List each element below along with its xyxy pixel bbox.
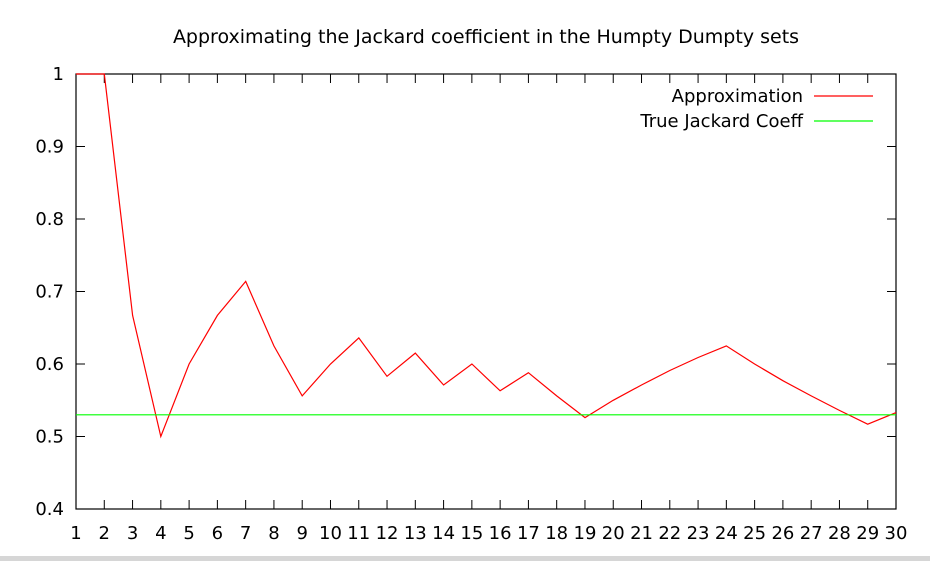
bottom-divider <box>0 556 930 561</box>
x-tick-label: 20 <box>602 523 625 544</box>
x-tick-label: 4 <box>155 523 166 544</box>
x-tick-label: 6 <box>212 523 223 544</box>
x-tick-label: 11 <box>347 523 370 544</box>
x-tick-label: 24 <box>715 523 738 544</box>
x-tick-label: 5 <box>183 523 194 544</box>
x-tick-label: 30 <box>885 523 908 544</box>
x-tick-label: 23 <box>687 523 710 544</box>
x-tick-label: 18 <box>545 523 568 544</box>
x-tick-label: 2 <box>99 523 110 544</box>
x-tick-label: 10 <box>319 523 342 544</box>
y-tick-label: 0.5 <box>35 427 64 448</box>
legend: Approximation True Jackard Coeff <box>639 86 873 132</box>
plot-area: 1 2 3 4 5 6 7 8 9 10 11 12 13 14 15 16 17 18 19 20 21 22 23 24 2… <box>35 64 907 544</box>
y-tick-label: 0.9 <box>35 137 64 158</box>
y-tick-label: 0.6 <box>35 354 64 375</box>
x-tick-label: 28 <box>828 523 851 544</box>
x-tick-label: 27 <box>800 523 823 544</box>
x-tick-label: 21 <box>630 523 653 544</box>
chart-title: Approximating the Jackard coefficient in… <box>173 26 799 48</box>
x-tick-label: 25 <box>743 523 766 544</box>
x-tick-label: 17 <box>517 523 540 544</box>
x-tick-label: 3 <box>127 523 138 544</box>
x-tick-label: 26 <box>771 523 794 544</box>
y-tick-label: 0.4 <box>35 499 64 520</box>
x-tick-label: 14 <box>432 523 455 544</box>
x-tick-label: 1 <box>70 523 81 544</box>
x-tick-label: 7 <box>240 523 251 544</box>
plot-frame <box>75 73 897 510</box>
legend-label: Approximation <box>672 86 803 107</box>
x-tick-label: 12 <box>376 523 399 544</box>
y-tick-label: 1 <box>53 64 64 85</box>
y-tick-label: 0.7 <box>35 282 64 303</box>
series-line-0 <box>76 73 897 439</box>
x-tick-label: 22 <box>658 523 681 544</box>
x-tick-label: 9 <box>296 523 307 544</box>
legend-label: True Jackard Coeff <box>639 111 803 132</box>
x-tick-label: 13 <box>404 523 427 544</box>
y-tick-label: 0.8 <box>35 209 64 230</box>
x-tick-label: 16 <box>489 523 512 544</box>
x-tick-label: 15 <box>460 523 483 544</box>
x-tick-label: 19 <box>574 523 597 544</box>
x-tick-label: 29 <box>856 523 879 544</box>
x-tick-label: 8 <box>268 523 279 544</box>
